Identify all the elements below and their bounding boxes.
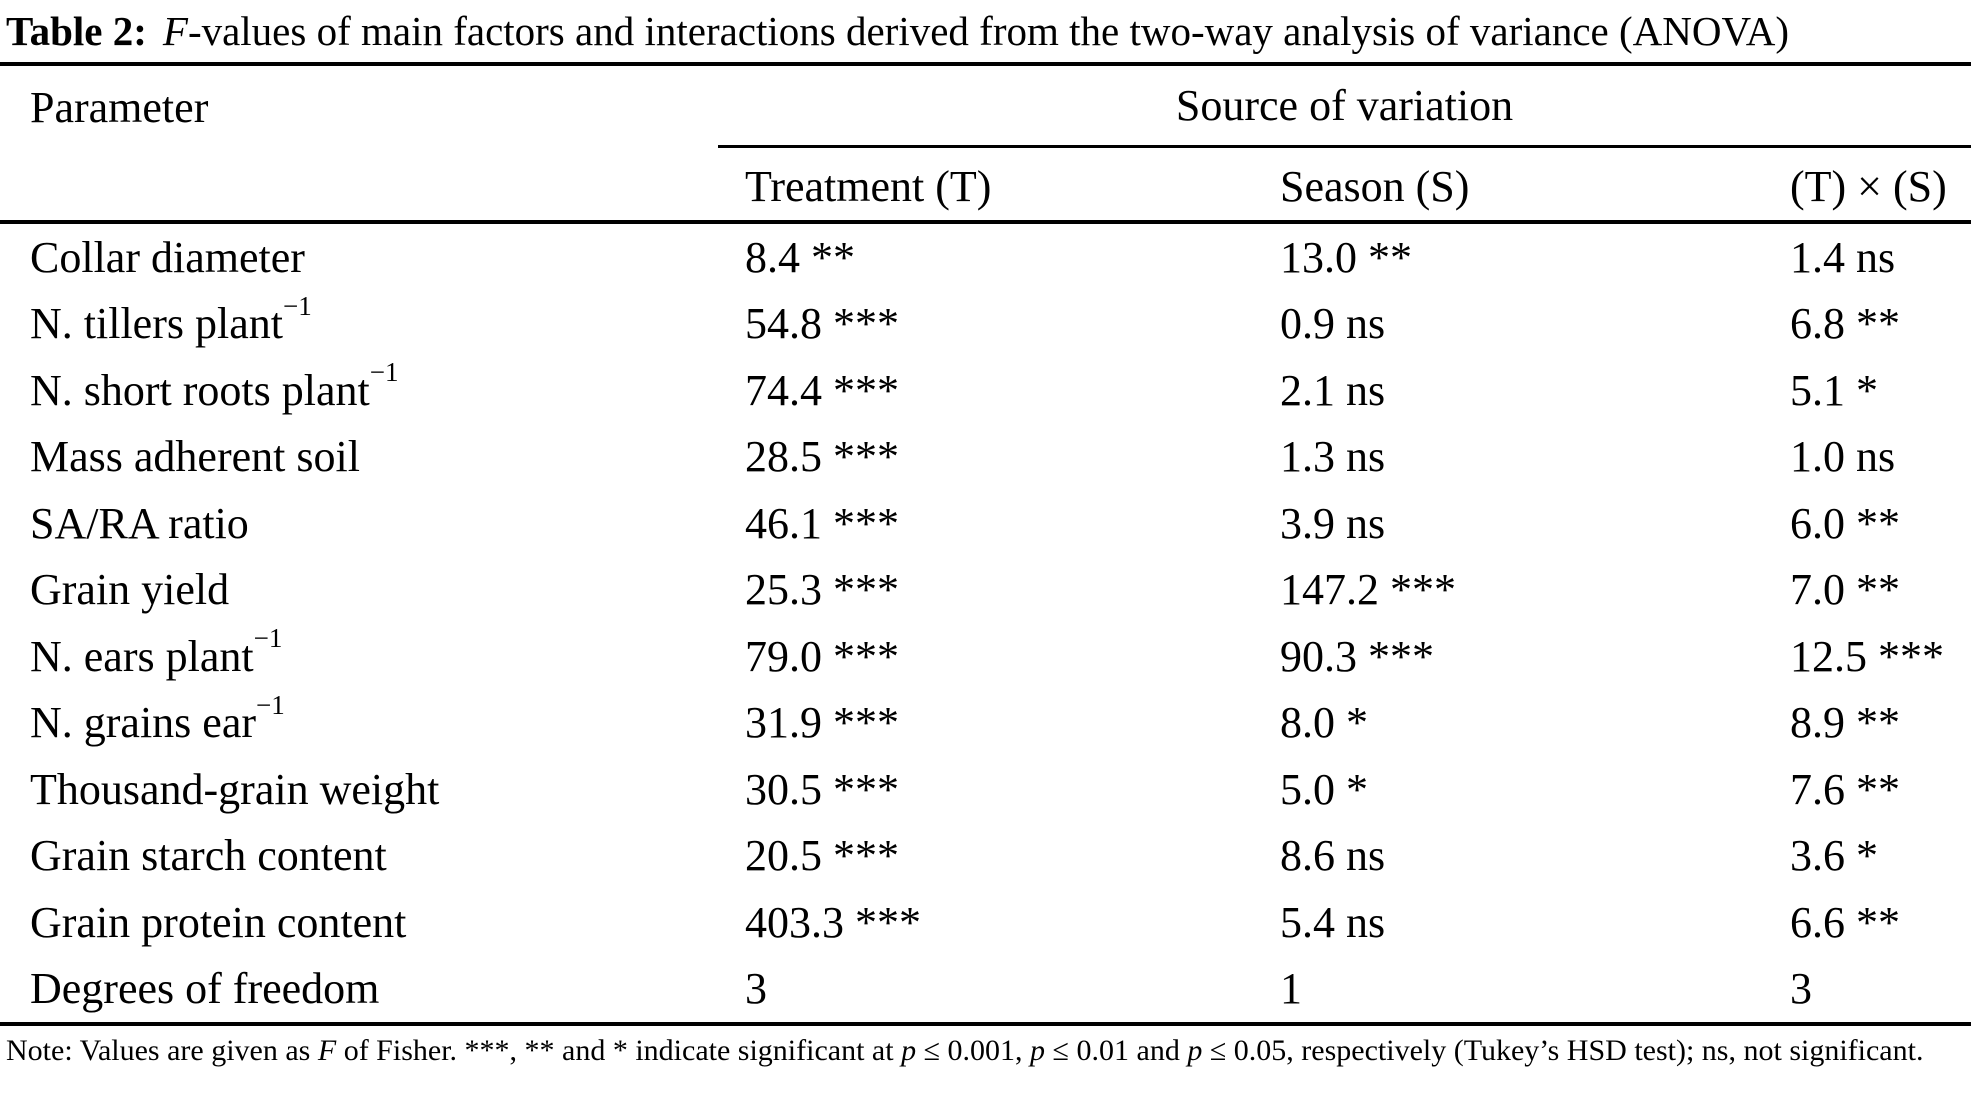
title-f-symbol: F [162, 8, 188, 54]
parameter-text: Grain yield [30, 565, 230, 615]
cell-treatment: 30.5 *** [745, 764, 899, 814]
cell-season: 8.0 * [1280, 698, 1368, 748]
cell-treatment: 79.0 *** [745, 631, 899, 681]
parameter-text: SA/RA ratio [30, 498, 249, 548]
footnote-p-symbol: p [901, 1034, 917, 1067]
cell-interaction: 6.0 ** [1790, 498, 1900, 548]
cell-parameter: Grain starch content [0, 823, 745, 890]
footnote-f-symbol: F [317, 1034, 337, 1067]
footnote-text: ≤ 0.05, respectively (Tukey’s HSD test);… [1202, 1034, 1924, 1067]
cell-interaction: 3 [1790, 964, 1812, 1014]
cell-parameter: Grain protein content [0, 889, 745, 956]
parameter-text: Grain starch content [30, 831, 387, 881]
cell-interaction: 12.5 *** [1790, 631, 1944, 681]
cell-parameter: N. ears plant −1 [30, 623, 283, 681]
footnote-text: ≤ 0.001, [916, 1034, 1031, 1067]
table-row: SA/RA ratio 46.1 *** 3.9 ns 6.0 ** [0, 490, 1971, 557]
cell-season: 3.9 ns [1280, 498, 1386, 548]
source-of-variation-header: Source of variation [718, 66, 1971, 148]
cell-interaction: 5.1 * [1790, 365, 1878, 415]
table-footnote: Note: Values are given as F of Fisher. *… [0, 1032, 1971, 1070]
cell-season: 147.2 *** [1280, 565, 1456, 615]
parameter-text: Collar diameter [30, 232, 305, 282]
cell-season: 13.0 ** [1280, 232, 1412, 282]
parameter-text: Degrees of freedom [30, 964, 380, 1014]
cell-treatment: 403.3 *** [745, 897, 921, 947]
cell-treatment: 54.8 *** [745, 299, 899, 349]
cell-treatment: 20.5 *** [745, 831, 899, 881]
cell-season: 1 [1280, 964, 1302, 1014]
table-body: Collar diameter 8.4 ** 13.0 ** 1.4 ns N.… [0, 224, 1971, 1022]
cell-treatment: 8.4 ** [745, 232, 855, 282]
cell-parameter: N. grains ear −1 [30, 689, 285, 748]
footnote-text: of Fisher. ***, ** and * indicate signif… [336, 1034, 902, 1067]
cell-treatment: 31.9 *** [745, 698, 899, 748]
cell-parameter: Degrees of freedom [0, 956, 745, 1023]
cell-parameter: Collar diameter [0, 224, 745, 291]
cell-treatment: 46.1 *** [745, 498, 899, 548]
header-body-rule [0, 220, 1971, 224]
parameter-text: N. short roots plant [30, 365, 370, 415]
cell-interaction: 7.0 ** [1790, 565, 1900, 615]
table-row: N. short roots plant −1 74.4 *** 2.1 ns 5… [0, 357, 1971, 424]
cell-interaction: 1.4 ns [1790, 232, 1896, 282]
cell-interaction: 1.0 ns [1790, 432, 1896, 482]
table-title: Table 2: F -values of main factors and int… [0, 0, 1971, 62]
parameter-text: Mass adherent soil [30, 432, 360, 482]
parameter-text: N. grains ear [30, 698, 257, 748]
column-header-treatment: Treatment (T) [745, 162, 992, 211]
parameter-text: N. tillers plant [30, 299, 283, 349]
cell-interaction: 8.9 ** [1790, 698, 1900, 748]
footnote-p-symbol: p [1030, 1034, 1046, 1067]
column-header-interaction: (T) × (S) [1790, 162, 1947, 211]
cell-interaction: 6.8 ** [1790, 299, 1900, 349]
cell-season: 90.3 *** [1280, 631, 1434, 681]
cell-season: 5.4 ns [1280, 897, 1386, 947]
cell-parameter: SA/RA ratio [0, 490, 745, 557]
empty-header-cell [0, 148, 745, 220]
cell-season: 2.1 ns [1280, 365, 1386, 415]
parameter-text: Thousand-grain weight [30, 764, 440, 814]
cell-season: 1.3 ns [1280, 432, 1386, 482]
group-header-row: Parameter Source of variation [0, 66, 1971, 148]
cell-season: 5.0 * [1280, 764, 1368, 814]
cell-parameter: Grain yield [0, 557, 745, 624]
table-row: Thousand-grain weight 30.5 *** 5.0 * 7.6… [0, 756, 1971, 823]
cell-season: 0.9 ns [1280, 299, 1386, 349]
cell-treatment: 3 [745, 964, 767, 1014]
footnote-p-symbol: p [1187, 1034, 1203, 1067]
parameter-text: Grain protein content [30, 897, 407, 947]
cell-parameter: N. short roots plant −1 [30, 357, 399, 415]
table-row: Grain protein content 403.3 *** 5.4 ns 6… [0, 889, 1971, 956]
table-row: Degrees of freedom 3 1 3 [0, 956, 1971, 1023]
cell-season: 8.6 ns [1280, 831, 1386, 881]
cell-parameter: Mass adherent soil [0, 424, 745, 491]
footnote-text: ≤ 0.01 and [1045, 1034, 1188, 1067]
table-row: N. ears plant −1 79.0 *** 90.3 *** 12.5 *… [0, 623, 1971, 690]
cell-interaction: 3.6 * [1790, 831, 1878, 881]
column-header-row: Treatment (T) Season (S) (T) × (S) [0, 148, 1971, 220]
top-rule [0, 62, 1971, 66]
table-number-label: Table 2: [6, 8, 147, 54]
cell-treatment: 74.4 *** [745, 365, 899, 415]
column-header-season: Season (S) [1280, 162, 1470, 211]
cell-interaction: 6.6 ** [1790, 897, 1900, 947]
table-row: N. grains ear −1 31.9 *** 8.0 * 8.9 ** [0, 690, 1971, 757]
parameter-column-header: Parameter [30, 82, 209, 132]
table-row: N. tillers plant −1 54.8 *** 0.9 ns 6.8 *… [0, 291, 1971, 358]
parameter-text: N. ears plant [30, 631, 254, 681]
cell-parameter: N. tillers plant −1 [30, 290, 312, 349]
cell-interaction: 7.6 ** [1790, 764, 1900, 814]
cell-treatment: 25.3 *** [745, 565, 899, 615]
cell-treatment: 28.5 *** [745, 432, 899, 482]
bottom-rule [0, 1022, 1971, 1026]
table-row: Grain starch content 20.5 *** 8.6 ns 3.6… [0, 823, 1971, 890]
title-text: -values of main factors and interactions… [187, 8, 1790, 54]
table-row: Mass adherent soil 28.5 *** 1.3 ns 1.0 n… [0, 424, 1971, 491]
footnote-text: Note: Values are given as [6, 1034, 318, 1067]
table-row: Grain yield 25.3 *** 147.2 *** 7.0 ** [0, 557, 1971, 624]
table-row: Collar diameter 8.4 ** 13.0 ** 1.4 ns [0, 224, 1971, 291]
cell-parameter: Thousand-grain weight [0, 756, 745, 823]
